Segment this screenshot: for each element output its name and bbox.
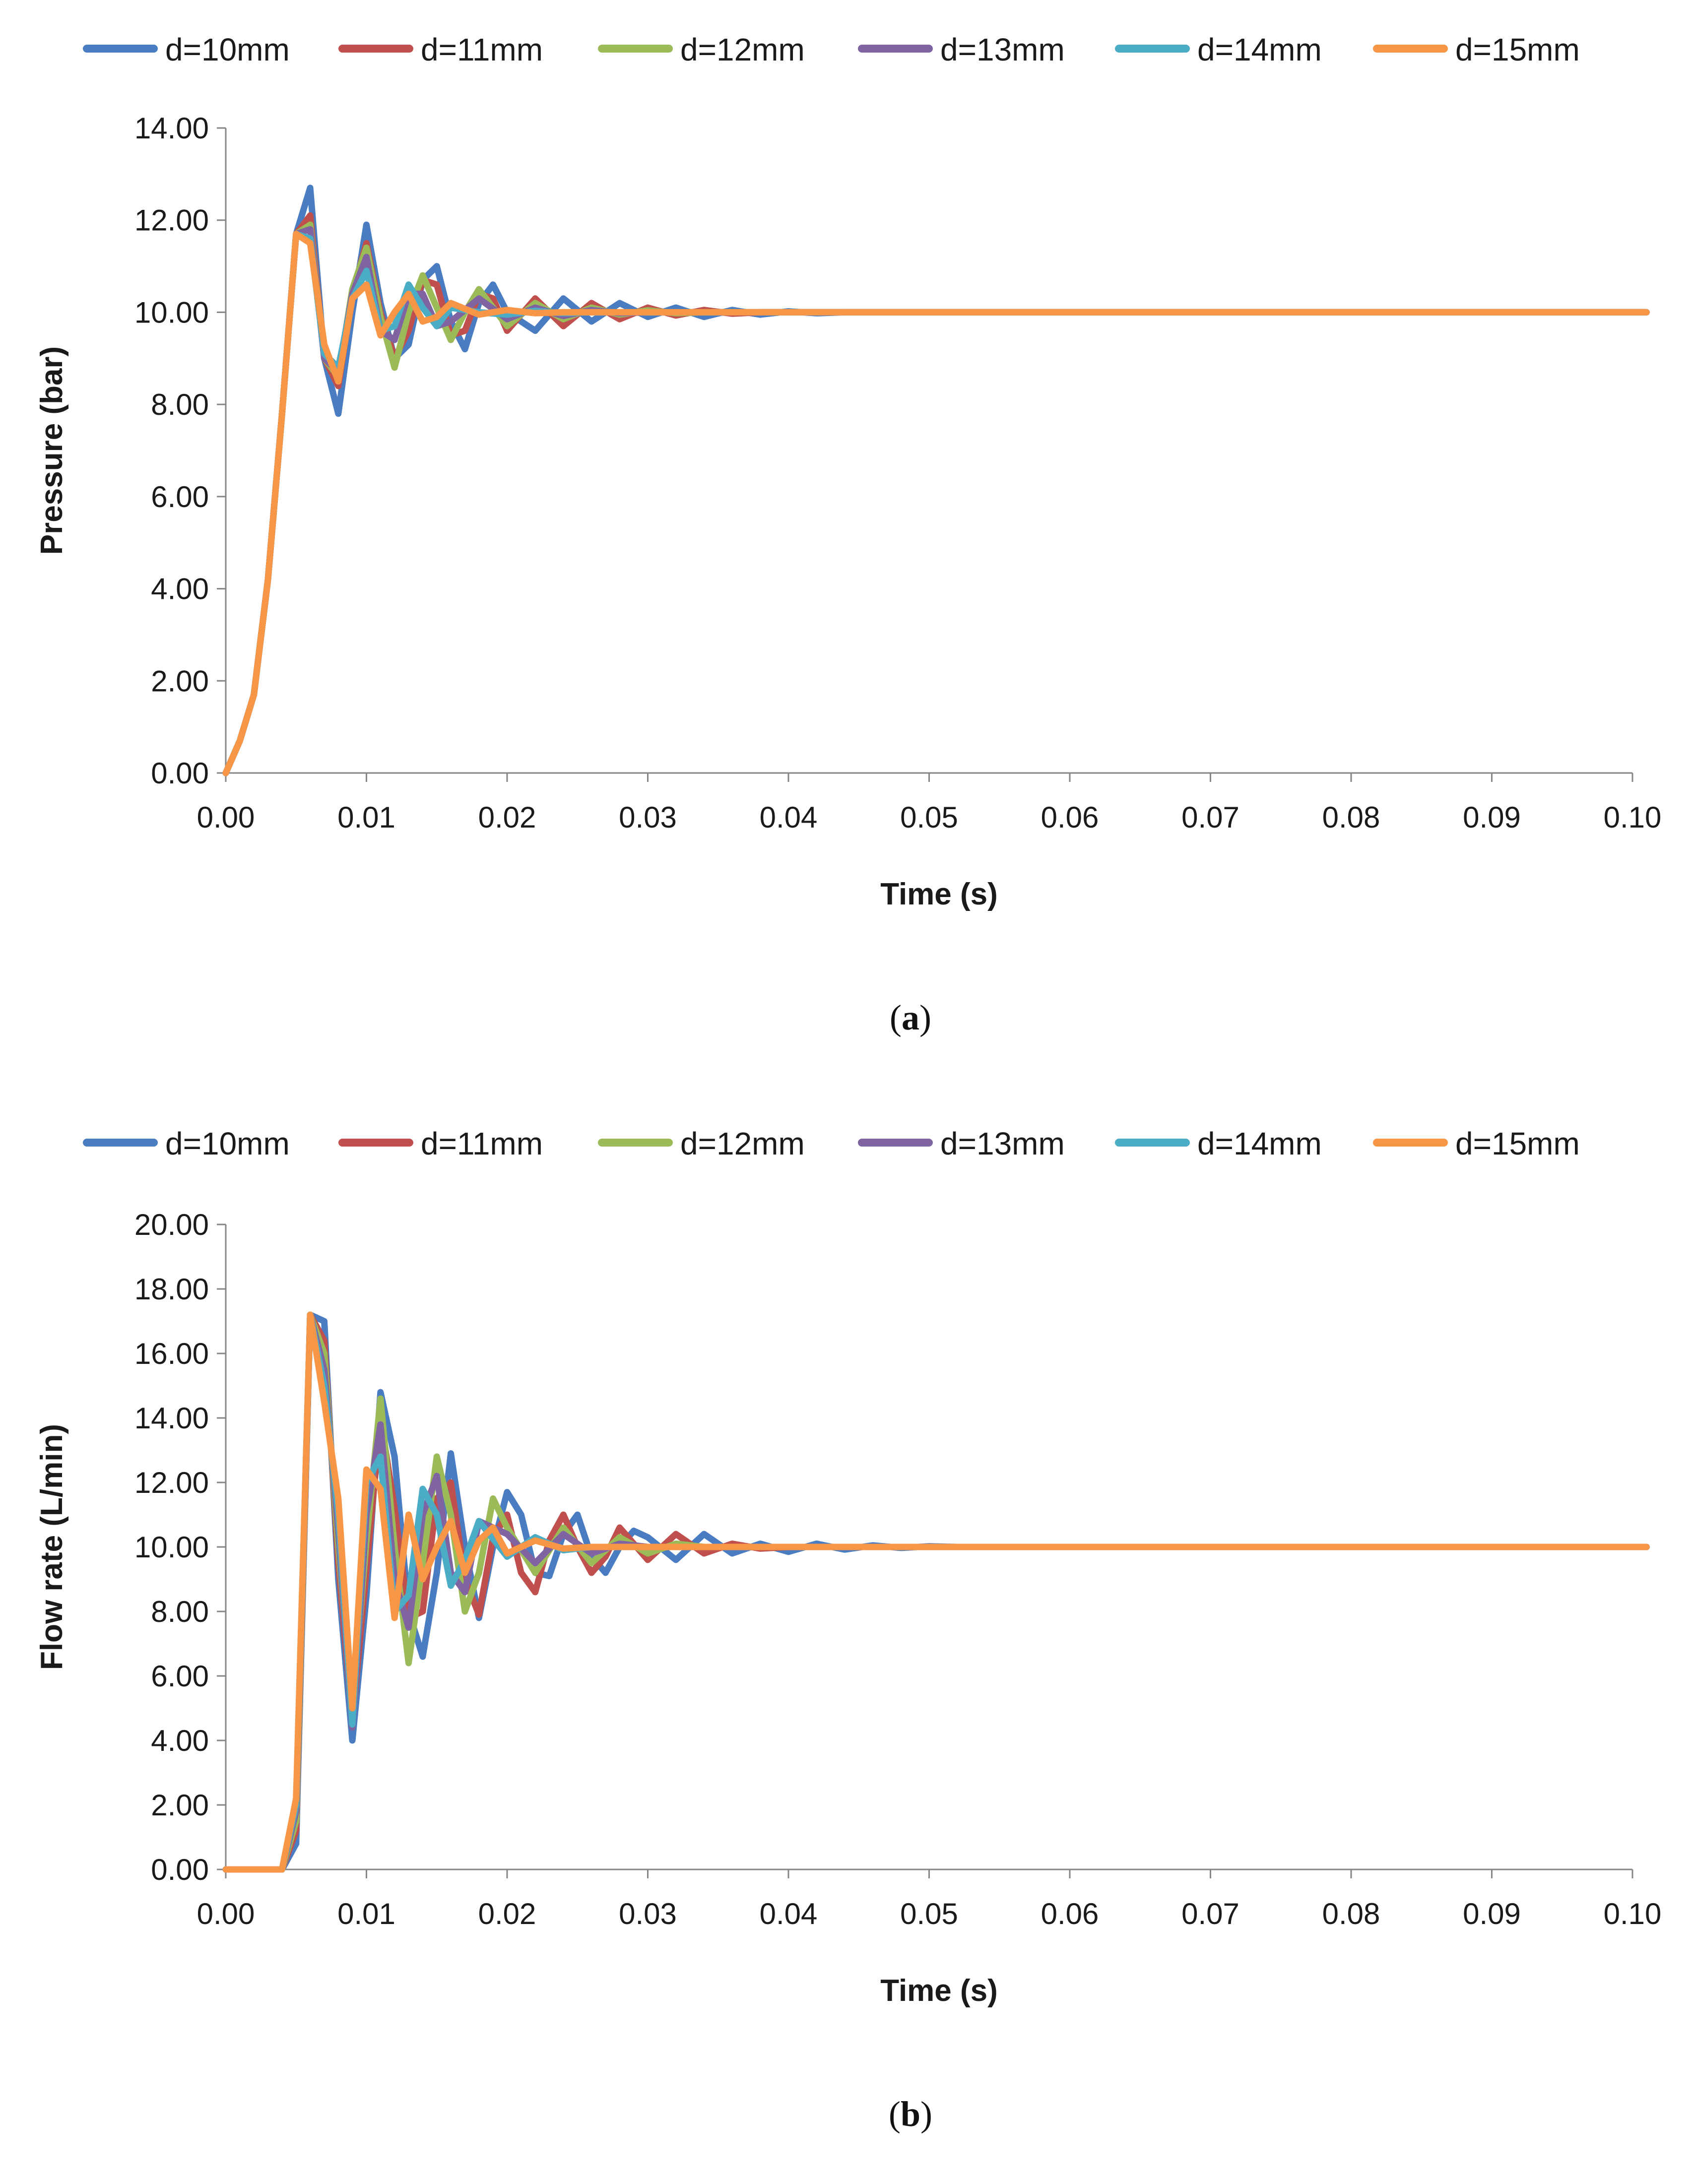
legend-label: d=13mm	[940, 1126, 1065, 1161]
x-tick-label: 0.10	[1604, 1897, 1662, 1930]
chart-a-caption-letter: a	[902, 998, 919, 1037]
series-line-d=15mm	[222, 231, 1650, 776]
chart-b-legend: d=10mm d=11mm d=12mm d=13mm d=14mm d=15mm	[83, 1126, 1580, 1161]
y-tick-label: 4.00	[151, 1724, 209, 1757]
x-tick-label: 0.05	[900, 801, 958, 834]
y-tick-label: 18.00	[134, 1273, 209, 1306]
legend-label: d=11mm	[421, 1126, 543, 1161]
chart-b-caption: (b)	[889, 2094, 932, 2134]
y-tick-label: 14.00	[134, 1402, 209, 1435]
y-tick-label: 12.00	[134, 204, 209, 237]
legend-label: d=15mm	[1455, 1126, 1580, 1161]
y-tick-label: 10.00	[134, 1531, 209, 1564]
chart-a-plot	[222, 185, 1650, 776]
y-tick-label: 6.00	[151, 1660, 209, 1693]
x-tick-label: 0.05	[900, 1897, 958, 1930]
x-tick-label: 0.03	[619, 801, 677, 834]
x-tick-label: 0.08	[1322, 801, 1380, 834]
chart-b: d=10mm d=11mm d=12mm d=13mm d=14mm d=15mm 0.0…	[35, 1126, 1661, 2134]
chart-b-xlabel: Time (s)	[880, 1974, 998, 2008]
x-tick-label: 0.02	[478, 801, 536, 834]
x-tick-label: 0.06	[1041, 801, 1099, 834]
x-tick-label: 0.06	[1041, 1897, 1099, 1930]
y-tick-label: 2.00	[151, 1789, 209, 1822]
x-tick-label: 0.09	[1463, 1897, 1521, 1930]
chart-a: d=10mm d=11mm d=12mm d=13mm d=14mm d=15mm 0.0…	[35, 32, 1661, 1037]
x-tick-label: 0.10	[1604, 801, 1662, 834]
y-tick-label: 4.00	[151, 573, 209, 606]
legend-label: d=12mm	[680, 32, 805, 67]
y-tick-label: 8.00	[151, 1595, 209, 1628]
chart-b-caption-letter: b	[901, 2094, 920, 2134]
y-tick-label: 16.00	[134, 1337, 209, 1370]
legend-label: d=14mm	[1197, 1126, 1322, 1161]
x-tick-label: 0.00	[197, 1897, 255, 1930]
chart-a-ylabel: Pressure (bar)	[35, 346, 69, 555]
legend-label: d=10mm	[165, 32, 290, 67]
legend-label: d=10mm	[165, 1126, 290, 1161]
x-tick-label: 0.08	[1322, 1897, 1380, 1930]
chart-a-legend: d=10mm d=11mm d=12mm d=13mm d=14mm d=15mm	[83, 32, 1580, 67]
chart-a-caption: (a)	[890, 998, 931, 1037]
chart-a-axes: 0.00 2.00 4.00 6.00 8.00 10.00 12.00 14.00 0.00 0…	[134, 112, 1662, 834]
series-line-d=15mm	[222, 1311, 1650, 1873]
y-tick-label: 12.00	[134, 1466, 209, 1499]
chart-a-xlabel: Time (s)	[880, 877, 998, 911]
x-tick-label: 0.04	[760, 1897, 818, 1930]
chart-b-axes: 0.00 2.00 4.00 6.00 8.00 10.00 12.00 14.00 16.00…	[134, 1208, 1662, 1930]
y-tick-label: 20.00	[134, 1208, 209, 1241]
y-tick-label: 0.00	[151, 1853, 209, 1886]
legend-label: d=15mm	[1455, 32, 1580, 67]
y-tick-label: 2.00	[151, 664, 209, 698]
x-tick-label: 0.04	[760, 801, 818, 834]
x-tick-label: 0.01	[337, 801, 395, 834]
y-tick-label: 14.00	[134, 112, 209, 145]
y-tick-label: 8.00	[151, 388, 209, 421]
legend-label: d=14mm	[1197, 32, 1322, 67]
legend-label: d=11mm	[421, 32, 543, 67]
x-tick-label: 0.01	[337, 1897, 395, 1930]
y-tick-label: 10.00	[134, 296, 209, 329]
x-tick-label: 0.03	[619, 1897, 677, 1930]
chart-b-plot	[222, 1311, 1650, 1873]
legend-label: d=12mm	[680, 1126, 805, 1161]
y-tick-label: 6.00	[151, 480, 209, 514]
y-tick-label: 0.00	[151, 757, 209, 790]
x-tick-label: 0.07	[1181, 801, 1239, 834]
legend-label: d=13mm	[940, 32, 1065, 67]
x-tick-label: 0.00	[197, 801, 255, 834]
x-tick-label: 0.09	[1463, 801, 1521, 834]
x-tick-label: 0.02	[478, 1897, 536, 1930]
x-tick-label: 0.07	[1181, 1897, 1239, 1930]
chart-b-ylabel: Flow rate (L/min)	[35, 1424, 69, 1670]
